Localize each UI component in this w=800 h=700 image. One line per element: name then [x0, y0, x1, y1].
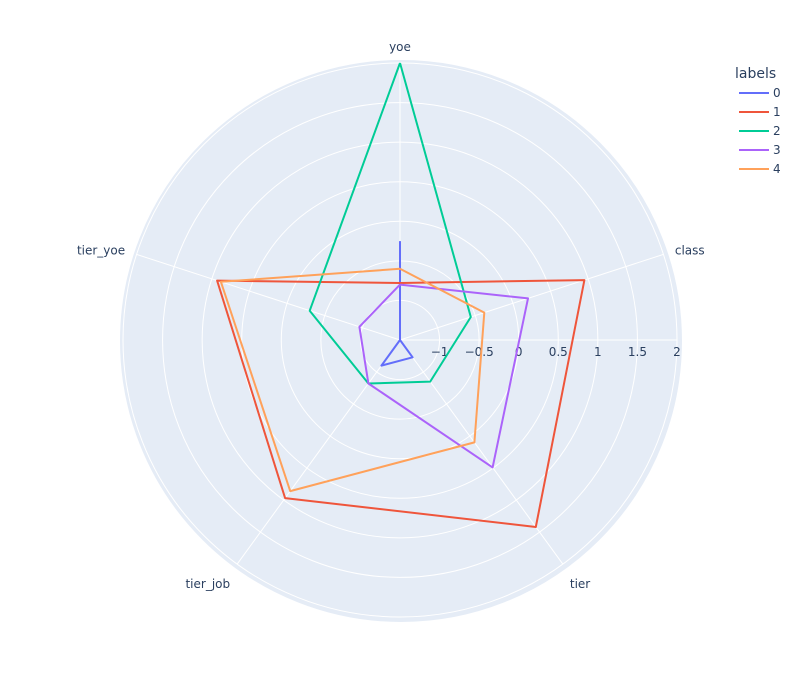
axis-label-yoe: yoe — [389, 40, 411, 54]
series-line-2 — [308, 62, 472, 385]
series-line-4 — [219, 267, 486, 493]
legend-item-2[interactable]: 2 — [739, 124, 781, 138]
angular-axis-labels: yoe class tier tier_job tier_yoe — [77, 40, 705, 591]
axis-label-tier-yoe: tier_yoe — [77, 244, 125, 258]
legend-label: 0 — [773, 86, 781, 100]
legend-title: labels — [735, 66, 776, 82]
legend-label: 4 — [773, 162, 781, 176]
legend-item-4[interactable]: 4 — [739, 162, 781, 176]
radial-tick-labels: −1 −0.5 0 0.5 1 1.5 2 — [431, 345, 681, 359]
radial-tick-label: −0.5 — [465, 345, 494, 359]
legend[interactable]: labels 0 1 2 3 4 — [735, 66, 781, 176]
radial-tick-label: 0.5 — [549, 345, 568, 359]
legend-label: 3 — [773, 143, 781, 157]
legend-label: 1 — [773, 105, 781, 119]
series-line-1 — [216, 279, 586, 528]
radial-tick-label: 0 — [515, 345, 523, 359]
axis-label-tier: tier — [570, 577, 590, 591]
radial-tick-label: 1.5 — [628, 345, 647, 359]
axis-label-class: class — [675, 244, 705, 258]
legend-label: 2 — [773, 124, 781, 138]
grid-spoke — [399, 253, 664, 341]
grid-spoke — [136, 253, 401, 341]
legend-item-0[interactable]: 0 — [739, 86, 781, 100]
radial-tick-label: 2 — [673, 345, 681, 359]
series-line-3 — [358, 283, 529, 469]
series-line-0 — [380, 241, 414, 367]
legend-item-3[interactable]: 3 — [739, 143, 781, 157]
radial-tick-label: −1 — [431, 345, 449, 359]
axis-label-tier-job: tier_job — [185, 577, 230, 591]
radial-tick-label: 1 — [594, 345, 602, 359]
legend-items[interactable]: 0 1 2 3 4 — [739, 86, 781, 176]
legend-item-1[interactable]: 1 — [739, 105, 781, 119]
grid-spoke — [236, 339, 401, 565]
series-traces — [216, 62, 586, 528]
